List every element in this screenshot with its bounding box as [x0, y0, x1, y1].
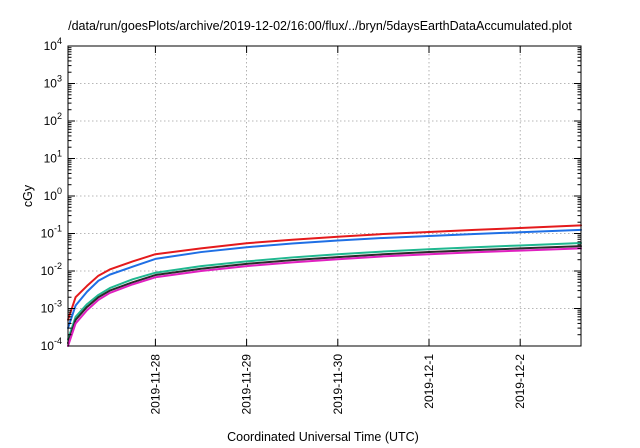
chart-title: /data/run/goesPlots/archive/2019-12-02/1… [68, 19, 572, 33]
y-tick-label: 100 [44, 186, 62, 203]
series-line-5 [67, 247, 582, 347]
x-axis-ticks: 2019-11-28 2019-11-29 2019-11-30 2019-12-1 2… [148, 46, 527, 415]
y-tick-label: 10-4 [41, 336, 62, 353]
y-axis-ticks: 10-4 10-3 10-2 10-1 100 101 102 103 104 [41, 36, 581, 353]
series-line-1 [67, 224, 582, 321]
y-tick-label: 10-1 [41, 224, 62, 241]
series-layer [67, 224, 582, 347]
y-tick-label: 104 [44, 36, 62, 53]
series-line-3 [67, 241, 582, 341]
x-tick-label: 2019-11-28 [148, 354, 162, 415]
x-tick-label: 2019-11-30 [331, 354, 345, 415]
grid [68, 46, 581, 346]
y-tick-label: 10-2 [41, 261, 62, 278]
y-axis-label: cGy [21, 184, 35, 207]
x-tick-label: 2019-12-2 [513, 354, 527, 409]
x-tick-label: 2019-11-29 [240, 354, 254, 415]
series-line-4 [67, 245, 582, 345]
series-line-2 [67, 228, 582, 330]
x-axis-label: Coordinated Universal Time (UTC) [227, 430, 419, 444]
y-tick-label: 103 [44, 74, 62, 91]
y-tick-label: 102 [44, 111, 62, 128]
y-tick-label: 101 [44, 149, 62, 166]
y-tick-label: 10-3 [41, 299, 62, 316]
x-tick-label: 2019-12-1 [422, 354, 436, 409]
